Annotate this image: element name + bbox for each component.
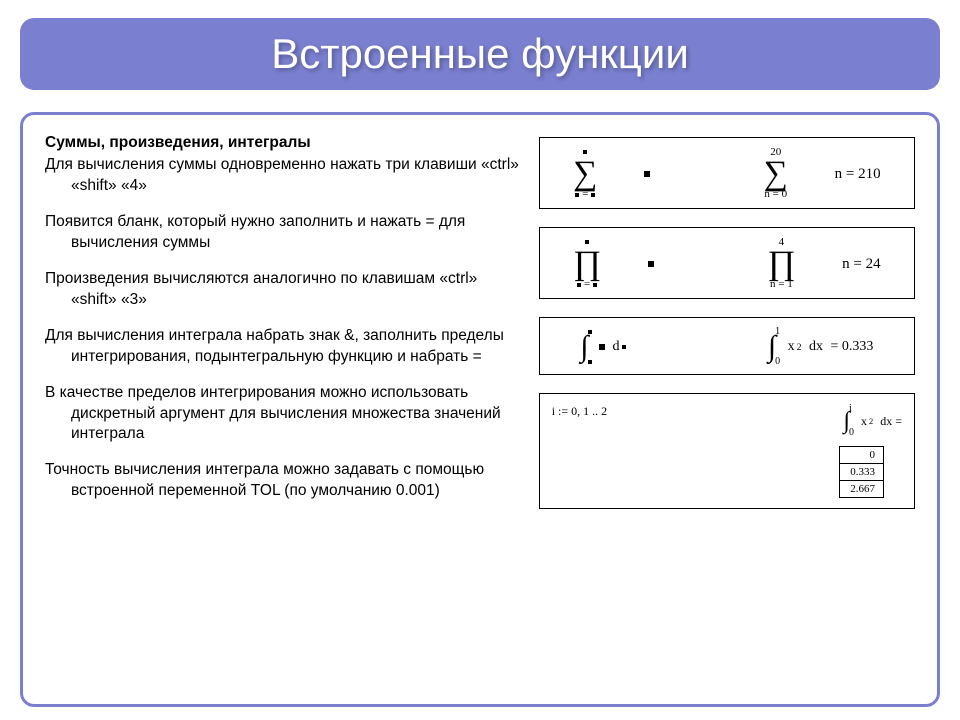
slide-title: Встроенные функции <box>60 30 900 78</box>
paragraph-6: Точность вычисления интеграла можно зада… <box>45 460 527 501</box>
sum-example-box: ∑ = 20 ∑ n = 0 n = 210 <box>539 137 915 209</box>
product-body-placeholder <box>648 261 654 267</box>
paragraph-2: Появится бланк, который нужно заполнить … <box>45 212 527 253</box>
sum-result: n = 210 <box>835 166 881 183</box>
title-banner: Встроенные функции <box>20 18 940 90</box>
slide: Встроенные функции Суммы, произведения, … <box>0 0 960 720</box>
product-result: n = 24 <box>842 256 880 273</box>
range-definition: i := 0, 1 .. 2 <box>552 404 607 419</box>
integral-template: ∫ d <box>580 327 625 367</box>
discrete-integral-expr: ∫ i 0 x2 dx = <box>843 404 902 438</box>
paragraph-4: Для вычисления интеграла набрать знак &,… <box>45 326 527 367</box>
product-example-box: ∏ = 4 ∏ n = 1 n = 24 <box>539 227 915 299</box>
integral-example-box: ∫ d ∫ 1 0 x2 dx = 0.333 <box>539 317 915 375</box>
sum-body-placeholder <box>644 171 650 177</box>
discrete-integral-box: i := 0, 1 .. 2 ∫ i 0 x2 dx = 0 0.333 2.6… <box>539 393 915 509</box>
sum-filled: 20 ∑ n = 0 <box>764 147 788 202</box>
result-table: 0 0.333 2.667 <box>839 446 884 498</box>
integral-filled: ∫ 1 0 x2 dx = 0.333 <box>768 327 874 367</box>
product-template: ∏ = <box>573 237 601 292</box>
paragraph-1: Для вычисления суммы одновременно нажать… <box>45 155 527 196</box>
subtitle: Суммы, произведения, интегралы <box>45 133 527 153</box>
text-column: Суммы, произведения, интегралы Для вычис… <box>45 133 527 686</box>
product-filled: 4 ∏ n = 1 <box>767 237 795 292</box>
sum-template: ∑ = <box>573 147 597 202</box>
paragraph-5: В качестве пределов интегрирования можно… <box>45 383 527 444</box>
examples-column: ∑ = 20 ∑ n = 0 n = 210 ∏ = <box>539 133 915 686</box>
content-frame: Суммы, произведения, интегралы Для вычис… <box>20 112 940 707</box>
paragraph-3: Произведения вычисляются аналогично по к… <box>45 269 527 310</box>
result-cell: 0.333 <box>840 464 884 481</box>
result-cell: 0 <box>840 447 884 464</box>
result-cell: 2.667 <box>840 481 884 498</box>
